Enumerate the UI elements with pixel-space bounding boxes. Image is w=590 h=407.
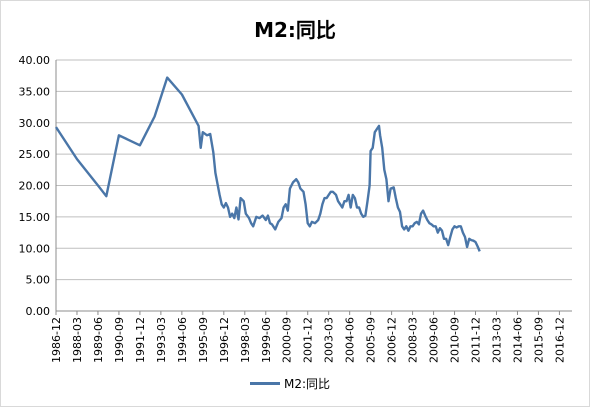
- x-tick-label: 2004-06: [344, 317, 357, 363]
- legend-label: M2:同比: [284, 376, 331, 391]
- x-tick-label: 1998-03: [239, 317, 252, 363]
- legend: M2:同比: [250, 375, 330, 391]
- y-tick-label: 15.00: [19, 211, 51, 224]
- x-tick-label: 1996-12: [218, 317, 231, 363]
- y-tick-label: 10.00: [19, 242, 51, 255]
- x-tick-label: 2001-12: [302, 317, 315, 363]
- gridlines: [56, 59, 572, 312]
- y-tick-label: 25.00: [19, 148, 51, 161]
- x-tick-label: 1999-06: [260, 317, 273, 363]
- y-tick-label: 40.00: [19, 54, 51, 67]
- y-tick-label: 20.00: [19, 180, 51, 193]
- x-tick-label: 2000-09: [281, 317, 294, 363]
- x-tick-label: 2016-12: [553, 317, 566, 363]
- series-layer: [54, 76, 481, 252]
- y-tick-label: 35.00: [19, 85, 51, 98]
- x-axis: 1986-12 1988-03 1989-06 1990-09 1991-12 1993-…: [50, 311, 566, 363]
- y-tick-label: 5.00: [26, 274, 51, 287]
- x-tick-label: 1994-06: [176, 317, 189, 363]
- x-tick-label: 2010-09: [449, 317, 462, 363]
- x-tick-label: 1993-03: [155, 317, 168, 363]
- y-axis: 0.00 5.00 10.00 15.00 20.00 25.00 30.00 35.00 40…: [19, 54, 57, 318]
- y-tick-label: 30.00: [19, 117, 51, 130]
- x-tick-label: 1988-03: [71, 317, 84, 363]
- x-tick-label: 2011-12: [470, 317, 483, 363]
- x-tick-label: 2009-06: [428, 317, 441, 363]
- x-tick-label: 2003-03: [323, 317, 336, 363]
- x-tick-label: 2006-12: [386, 317, 399, 363]
- x-tick-label: 2014-06: [511, 317, 524, 363]
- x-tick-label: 1986-12: [50, 317, 63, 363]
- x-tick-label: 2005-09: [365, 317, 378, 363]
- x-tick-label: 1991-12: [134, 317, 147, 363]
- legend-swatch: [250, 381, 280, 385]
- x-tick-label: 1990-09: [113, 317, 126, 363]
- x-tick-label: 1989-06: [92, 317, 105, 363]
- x-tick-label: 1995-09: [197, 317, 210, 363]
- y-tick-label: 0.00: [26, 305, 51, 318]
- x-tick-label: 2008-03: [407, 317, 420, 363]
- series-line: [54, 76, 481, 252]
- x-tick-label: 2015-09: [532, 317, 545, 363]
- chart-title: M2:同比: [254, 18, 336, 42]
- x-tick-label: 2013-03: [490, 317, 503, 363]
